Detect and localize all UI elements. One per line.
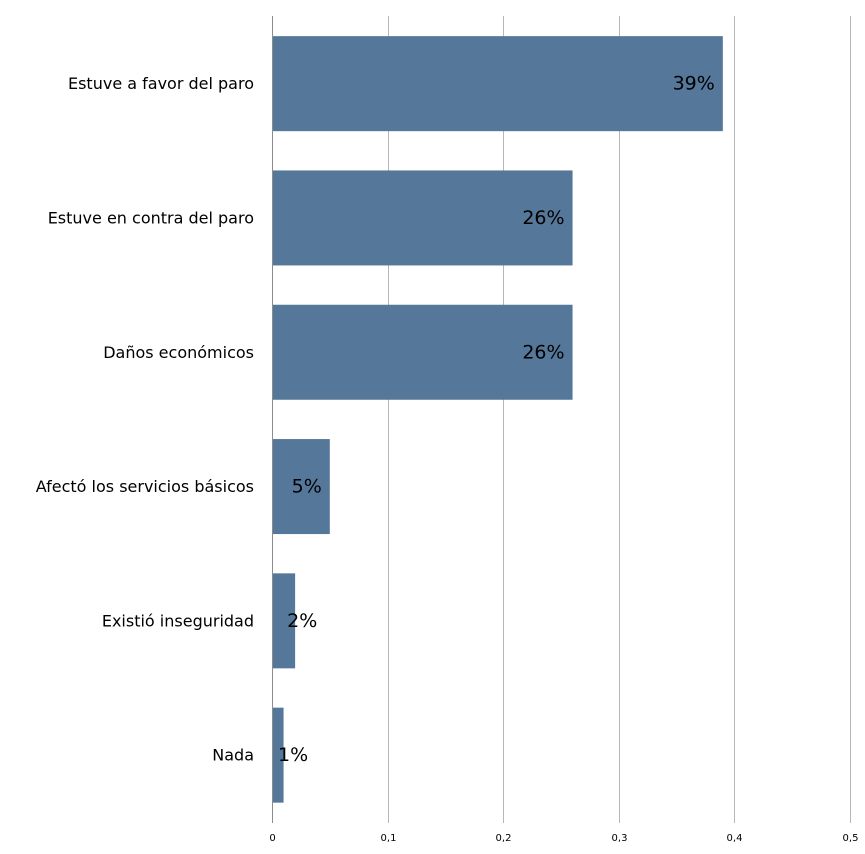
x-tick-labels: 0 0,1 0,2 0,3 0,4 0,5 bbox=[269, 833, 858, 844]
category-label: Estuve a favor del paro bbox=[68, 74, 254, 93]
x-tick-label: 0,1 bbox=[381, 833, 397, 844]
data-label: 26% bbox=[522, 341, 564, 363]
bars bbox=[272, 36, 723, 803]
data-label: 26% bbox=[522, 207, 564, 229]
x-tick-label: 0,5 bbox=[843, 833, 859, 844]
category-labels: Estuve a favor del paro Estuve en contra … bbox=[36, 74, 254, 765]
bar bbox=[272, 170, 573, 266]
x-tick-label: 0,4 bbox=[727, 833, 743, 844]
bar bbox=[272, 573, 296, 669]
category-label: Daños económicos bbox=[103, 343, 254, 362]
bar bbox=[272, 36, 723, 132]
x-tick-label: 0,2 bbox=[496, 833, 512, 844]
data-label: 1% bbox=[278, 744, 308, 766]
data-label: 5% bbox=[292, 476, 322, 498]
data-label: 2% bbox=[287, 610, 317, 632]
bar bbox=[272, 439, 330, 535]
category-label: Estuve en contra del paro bbox=[48, 208, 254, 227]
bar bbox=[272, 304, 573, 400]
category-label: Existió inseguridad bbox=[102, 611, 254, 630]
bar bbox=[272, 707, 284, 803]
data-label: 39% bbox=[673, 73, 715, 95]
x-tick-label: 0,3 bbox=[612, 833, 628, 844]
gridlines bbox=[388, 16, 851, 823]
category-label: Afectó los servicios básicos bbox=[36, 477, 254, 496]
category-label: Nada bbox=[212, 746, 254, 765]
x-tick-label: 0 bbox=[269, 833, 275, 844]
data-labels: 39% 26% 26% 5% 2% 1% bbox=[278, 73, 715, 767]
